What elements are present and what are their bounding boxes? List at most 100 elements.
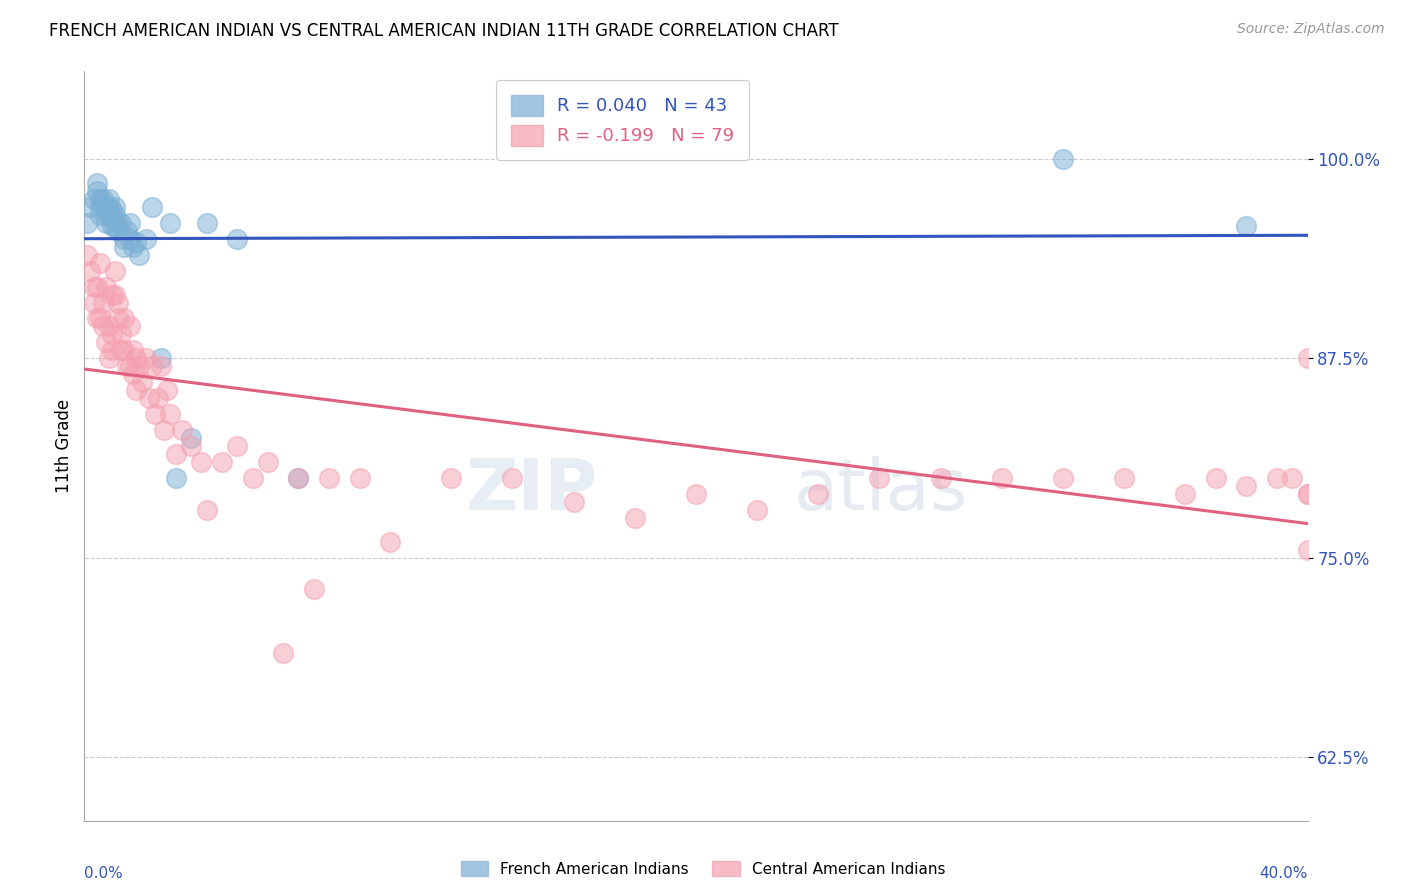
Point xyxy=(120,216,142,230)
Point xyxy=(86,184,108,198)
Text: Source: ZipAtlas.com: Source: ZipAtlas.com xyxy=(1237,22,1385,37)
Point xyxy=(122,240,145,254)
Point xyxy=(135,351,157,366)
Point xyxy=(89,200,111,214)
Point xyxy=(89,208,111,222)
Point xyxy=(97,192,120,206)
Point xyxy=(1174,487,1197,501)
Point xyxy=(141,200,163,214)
Point xyxy=(104,219,127,233)
Point xyxy=(89,311,111,326)
Point xyxy=(122,368,145,382)
Point xyxy=(624,510,647,524)
Point xyxy=(440,471,463,485)
Point xyxy=(165,471,187,485)
Point xyxy=(135,232,157,246)
Point xyxy=(101,327,124,342)
Point xyxy=(89,192,111,206)
Point xyxy=(107,311,129,326)
Point xyxy=(125,235,148,249)
Point xyxy=(141,359,163,374)
Text: 40.0%: 40.0% xyxy=(1260,865,1308,880)
Point xyxy=(287,471,309,485)
Point xyxy=(149,359,172,374)
Point xyxy=(112,240,135,254)
Point xyxy=(1052,152,1074,166)
Point xyxy=(94,208,117,222)
Point xyxy=(1296,487,1319,501)
Point xyxy=(190,455,212,469)
Point xyxy=(180,431,202,445)
Point xyxy=(159,407,181,421)
Point xyxy=(91,319,114,334)
Point xyxy=(83,295,105,310)
Point xyxy=(91,200,114,214)
Point xyxy=(271,646,294,660)
Point xyxy=(128,359,150,374)
Point xyxy=(104,263,127,277)
Point xyxy=(115,224,138,238)
Point xyxy=(86,176,108,190)
Point xyxy=(159,216,181,230)
Legend: French American Indians, Central American Indians: French American Indians, Central America… xyxy=(453,853,953,884)
Point xyxy=(94,335,117,350)
Point xyxy=(94,279,117,293)
Point xyxy=(1281,471,1303,485)
Point xyxy=(257,455,280,469)
Point xyxy=(122,343,145,358)
Point xyxy=(125,351,148,366)
Point xyxy=(226,439,249,453)
Point xyxy=(195,216,218,230)
Point xyxy=(1296,487,1319,501)
Point xyxy=(115,359,138,374)
Point xyxy=(120,359,142,374)
Point xyxy=(104,200,127,214)
Point xyxy=(101,287,124,301)
Point xyxy=(1205,471,1227,485)
Point xyxy=(747,502,769,516)
Point xyxy=(83,279,105,293)
Point xyxy=(110,343,132,358)
Point xyxy=(101,211,124,225)
Legend: R = 0.040   N = 43, R = -0.199   N = 79: R = 0.040 N = 43, R = -0.199 N = 79 xyxy=(496,80,749,160)
Point xyxy=(112,343,135,358)
Point xyxy=(172,423,194,437)
Point xyxy=(226,232,249,246)
Point xyxy=(149,351,172,366)
Point xyxy=(380,534,402,549)
Point xyxy=(107,216,129,230)
Point xyxy=(107,224,129,238)
Point xyxy=(153,423,176,437)
Point xyxy=(131,376,153,390)
Point xyxy=(502,471,524,485)
Point xyxy=(128,248,150,262)
Text: 0.0%: 0.0% xyxy=(84,865,124,880)
Point xyxy=(143,407,166,421)
Point xyxy=(112,311,135,326)
Point xyxy=(211,455,233,469)
Text: atlas: atlas xyxy=(794,457,969,525)
Point xyxy=(101,202,124,217)
Point xyxy=(76,216,98,230)
Point xyxy=(1052,471,1074,485)
Point xyxy=(991,471,1014,485)
Point xyxy=(97,208,120,222)
Point xyxy=(138,391,160,405)
Point xyxy=(1265,471,1288,485)
Point xyxy=(349,471,371,485)
Point xyxy=(869,471,891,485)
Point xyxy=(156,383,179,397)
Point xyxy=(1296,351,1319,366)
Point xyxy=(1296,542,1319,557)
Point xyxy=(110,327,132,342)
Point xyxy=(1114,471,1136,485)
Point xyxy=(104,287,127,301)
Point xyxy=(79,200,101,214)
Point xyxy=(1236,219,1258,233)
Point xyxy=(97,351,120,366)
Point xyxy=(112,232,135,246)
Point xyxy=(110,216,132,230)
Point xyxy=(79,263,101,277)
Point xyxy=(97,200,120,214)
Point xyxy=(287,471,309,485)
